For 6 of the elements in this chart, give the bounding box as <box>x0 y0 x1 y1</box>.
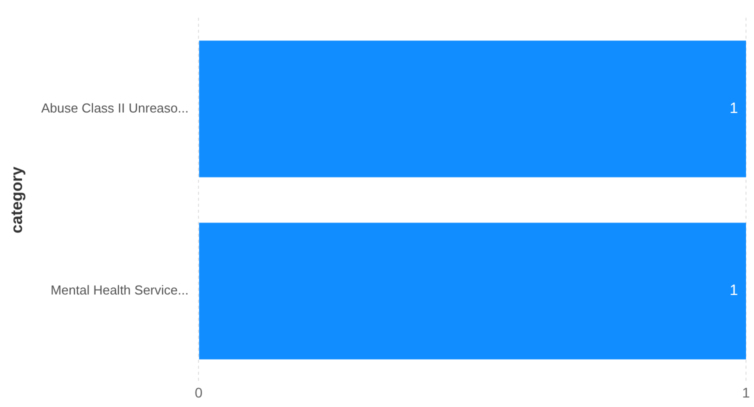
data-label: 1 <box>730 282 738 300</box>
data-label: 1 <box>730 100 738 118</box>
y-axis-title: category <box>9 166 26 234</box>
y-tick-label: Mental Health Service... <box>50 282 189 298</box>
x-tick-label: 0 <box>194 384 203 400</box>
y-tick-label: Abuse Class II Unreaso... <box>41 100 189 116</box>
